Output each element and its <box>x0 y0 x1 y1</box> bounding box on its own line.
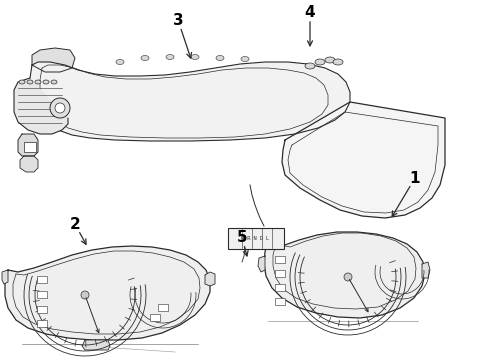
Polygon shape <box>5 246 210 340</box>
Ellipse shape <box>116 59 124 64</box>
Polygon shape <box>282 102 445 218</box>
Bar <box>275 298 285 305</box>
Ellipse shape <box>241 57 249 62</box>
Ellipse shape <box>315 59 325 65</box>
Ellipse shape <box>141 55 149 60</box>
Text: 4: 4 <box>305 5 315 19</box>
Text: P R N D L: P R N D L <box>241 235 269 240</box>
Polygon shape <box>422 262 430 278</box>
Circle shape <box>50 98 70 118</box>
Circle shape <box>55 103 65 113</box>
Circle shape <box>344 273 352 281</box>
Ellipse shape <box>325 57 335 63</box>
Bar <box>158 304 168 311</box>
Ellipse shape <box>27 80 33 84</box>
Bar <box>150 314 160 321</box>
Text: 1: 1 <box>410 171 420 185</box>
Bar <box>37 276 47 283</box>
Polygon shape <box>205 272 215 286</box>
Ellipse shape <box>166 54 174 59</box>
Text: 2: 2 <box>70 216 80 231</box>
Ellipse shape <box>19 80 25 84</box>
Polygon shape <box>2 270 8 284</box>
Ellipse shape <box>216 55 224 60</box>
Bar <box>37 306 47 313</box>
Ellipse shape <box>43 80 49 84</box>
FancyBboxPatch shape <box>227 228 284 248</box>
Circle shape <box>81 291 89 299</box>
Polygon shape <box>20 156 38 172</box>
Polygon shape <box>32 48 75 72</box>
Bar <box>275 256 285 263</box>
Bar <box>37 320 47 327</box>
Bar <box>37 291 47 298</box>
Ellipse shape <box>305 63 315 69</box>
Polygon shape <box>258 256 265 272</box>
Ellipse shape <box>191 54 199 59</box>
Text: 3: 3 <box>172 13 183 27</box>
Bar <box>275 270 285 277</box>
Polygon shape <box>264 232 425 318</box>
Polygon shape <box>18 134 38 156</box>
Polygon shape <box>14 78 68 134</box>
Bar <box>24 142 36 152</box>
Ellipse shape <box>51 80 57 84</box>
Text: 5: 5 <box>237 230 247 244</box>
Bar <box>275 284 285 291</box>
Ellipse shape <box>333 59 343 65</box>
Polygon shape <box>30 62 350 141</box>
Polygon shape <box>82 340 110 350</box>
Ellipse shape <box>35 80 41 84</box>
